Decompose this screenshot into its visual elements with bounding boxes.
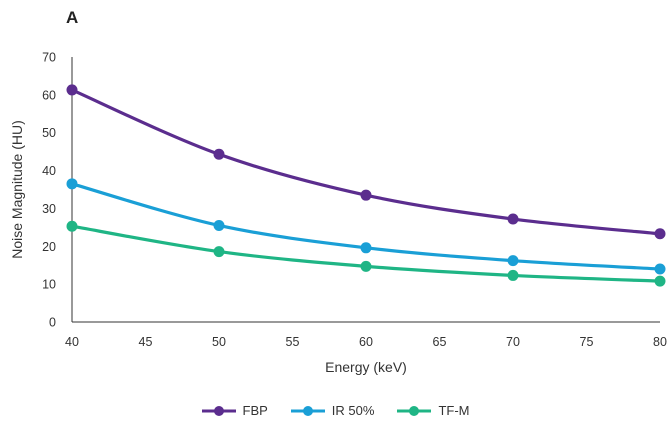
- data-point: [507, 213, 519, 225]
- line-chart: 0 10 20 30 40 50 60 70 40 45 50 55 60 65 70 75 80 Energy …: [9, 51, 667, 376]
- data-point: [66, 84, 78, 96]
- legend-marker: [290, 405, 325, 416]
- data-point: [213, 148, 225, 160]
- y-tick-label: 20: [42, 240, 56, 254]
- legend-item: TF-M: [396, 403, 469, 418]
- y-tick-label: 60: [42, 88, 56, 102]
- y-tick-label: 50: [42, 126, 56, 140]
- data-point: [654, 228, 666, 240]
- data-point: [66, 178, 78, 190]
- legend-label: TF-M: [438, 403, 470, 418]
- x-tick-label: 55: [286, 335, 300, 349]
- x-tick-label: 65: [433, 335, 447, 349]
- y-tick-label: 10: [42, 278, 56, 292]
- data-point: [213, 219, 225, 231]
- x-tick-label: 40: [65, 335, 79, 349]
- x-tick-label: 75: [580, 335, 594, 349]
- legend-label: IR 50%: [331, 403, 375, 418]
- y-tick-label: 70: [42, 51, 56, 65]
- data-point: [507, 255, 519, 267]
- x-tick-label: 50: [212, 335, 226, 349]
- x-tick-label: 70: [506, 335, 520, 349]
- legend-item: IR 50%: [290, 403, 375, 418]
- legend-label: FBP: [242, 403, 268, 418]
- y-axis-title: Noise Magnitude (HU): [9, 120, 25, 259]
- data-point: [66, 220, 78, 232]
- x-tick-label: 80: [653, 335, 667, 349]
- data-point: [507, 269, 519, 281]
- data-point: [360, 260, 372, 272]
- y-tick-label: 30: [42, 202, 56, 216]
- x-tick-label: 45: [139, 335, 153, 349]
- y-tick-label: 40: [42, 164, 56, 178]
- data-point: [654, 263, 666, 275]
- data-point: [360, 189, 372, 201]
- chart-legend: FBP IR 50% TF-M: [0, 403, 670, 418]
- data-point: [213, 246, 225, 258]
- x-tick-label: 60: [359, 335, 373, 349]
- panel-label: A: [66, 8, 79, 27]
- legend-marker: [201, 405, 236, 416]
- data-point: [654, 275, 666, 287]
- data-point: [360, 242, 372, 254]
- series-line-0: [71, 88, 661, 236]
- legend-item: FBP: [201, 403, 268, 418]
- x-axis-title: Energy (keV): [325, 359, 407, 375]
- y-tick-label: 0: [49, 316, 56, 330]
- series-line-2: [71, 224, 661, 283]
- legend-marker: [397, 405, 432, 416]
